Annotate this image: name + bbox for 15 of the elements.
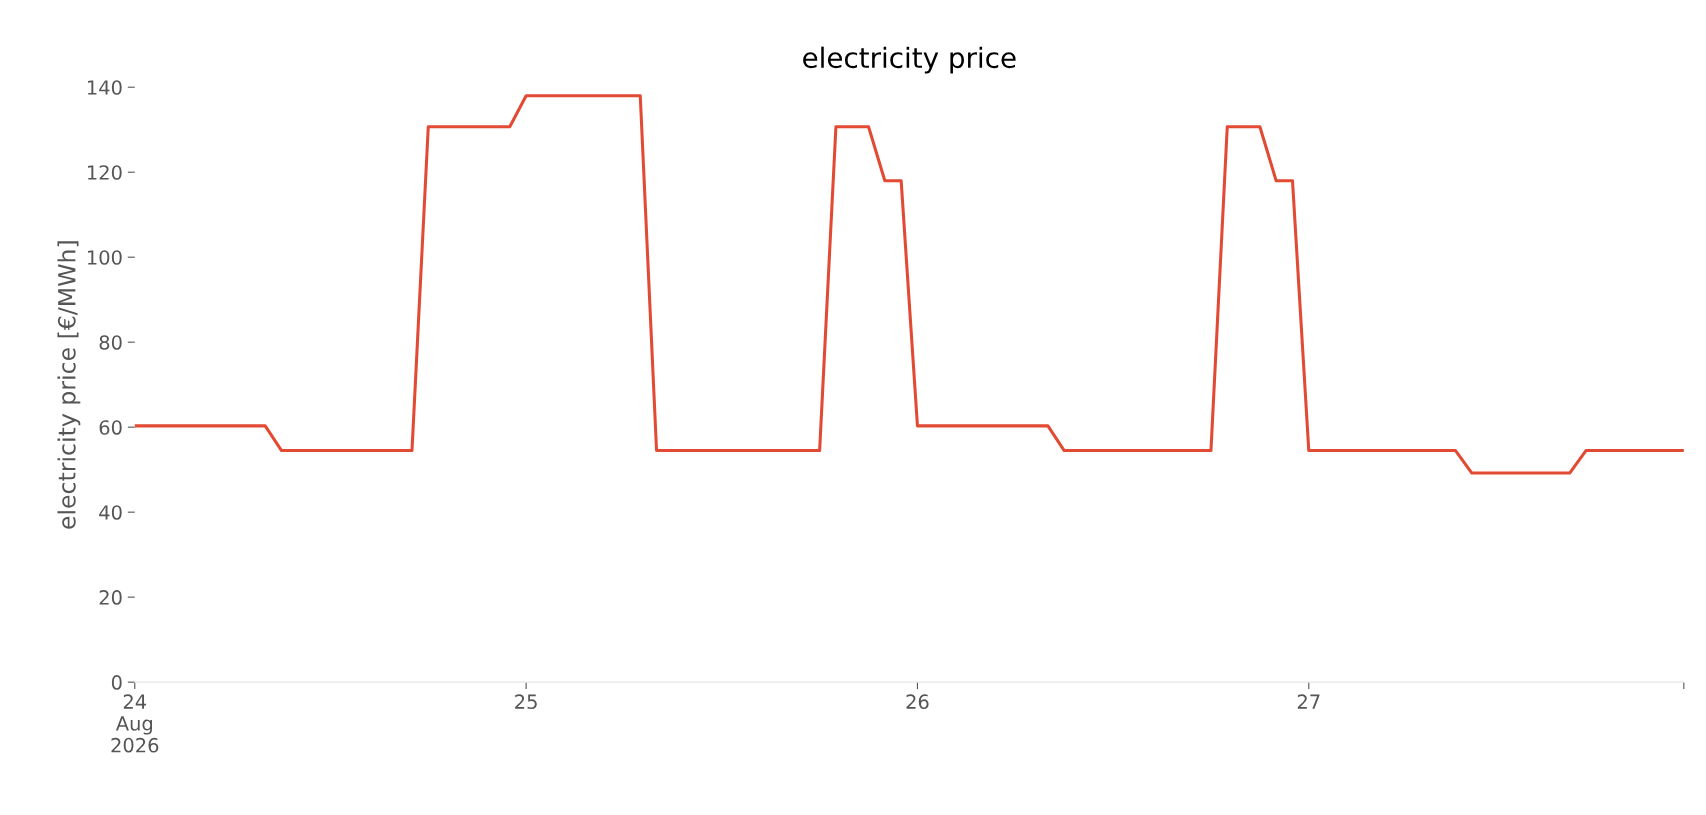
x-tick-label: 24 Aug 2026 [111,694,159,753]
x-tick-label: 26 [906,694,929,710]
chart-title: electricity price [803,46,1016,74]
y-tick-label: 20 [99,590,122,605]
y-axis-title: electricity price [€/MWh] [57,241,81,529]
y-tick-label: 80 [99,335,122,350]
y-tick-label: 40 [99,505,122,520]
x-tick-label: 27 [1297,694,1320,709]
y-tick-label: 120 [87,165,122,180]
y-tick-label: 60 [99,420,122,435]
y-tick-label: 100 [87,250,122,265]
line-series [134,94,1684,475]
y-tick-label: 140 [87,80,122,95]
y-tick-label: 0 [111,675,122,690]
x-tick-label: 25 [515,694,537,710]
